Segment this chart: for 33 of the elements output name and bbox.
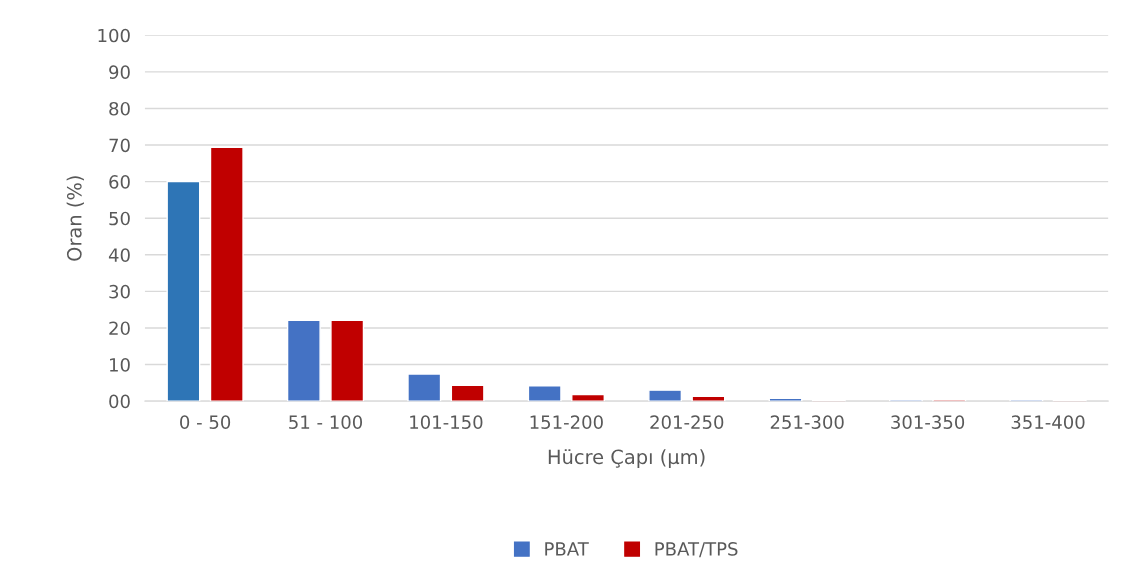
y-tick-label: 50 — [109, 211, 130, 226]
y-axis-title: Oran (%) — [66, 176, 84, 261]
y-tick-label: 80 — [109, 101, 130, 116]
y-tick-label: 100 — [98, 28, 130, 43]
bar — [571, 393, 605, 402]
y-tick-label: 20 — [109, 321, 130, 336]
bar — [648, 389, 683, 402]
x-tick-label: 301-350 — [891, 415, 965, 429]
x-tick-label: 251-300 — [770, 415, 844, 429]
x-tick-label: 0 - 50 — [180, 415, 231, 429]
bar — [286, 319, 321, 402]
bar — [209, 146, 244, 402]
legend-label: PBAT/TPS — [655, 542, 738, 558]
y-tick-label: 40 — [108, 248, 130, 262]
x-tick-label: 201-250 — [650, 415, 724, 429]
x-tick-label: 351-400 — [1011, 415, 1085, 429]
bar — [166, 180, 201, 402]
y-tick-label: 30 — [109, 284, 130, 299]
y-tick-label: 90 — [109, 65, 130, 79]
bar — [450, 384, 485, 402]
bar — [330, 319, 365, 402]
y-tick-label: 60 — [109, 175, 130, 189]
bar — [407, 373, 442, 402]
y-tick-label: 00 — [109, 394, 130, 409]
x-tick-label: 51 - 100 — [289, 415, 363, 429]
x-tick-label: 151-200 — [530, 415, 603, 429]
x-axis-title: Hücre Çapı (μm) — [548, 449, 705, 468]
x-tick-label: 101-150 — [410, 415, 483, 429]
y-tick-label: 70 — [109, 138, 130, 153]
legend-label: PBAT — [545, 542, 589, 556]
bar — [691, 395, 726, 402]
bar — [527, 385, 562, 402]
y-tick-label: 10 — [110, 358, 130, 372]
